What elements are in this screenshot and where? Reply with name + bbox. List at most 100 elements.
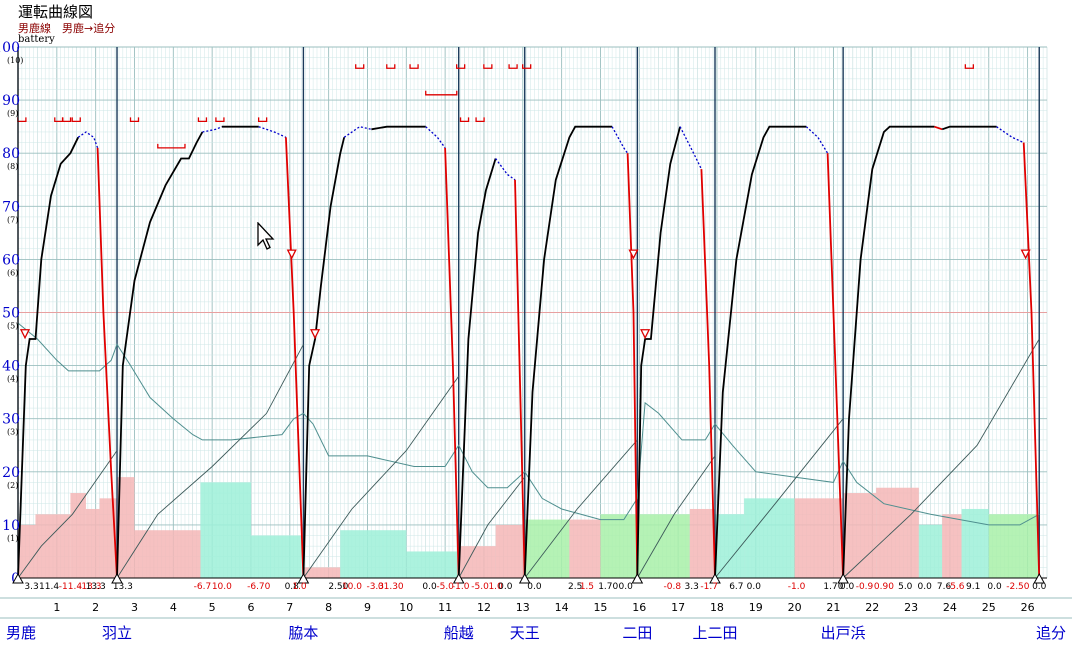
limit-mark bbox=[459, 117, 470, 122]
time-curves bbox=[17, 338, 1040, 579]
gradient-label: 13.3 bbox=[86, 582, 106, 592]
speed-curve bbox=[17, 125, 1041, 579]
speed-line-coast bbox=[77, 131, 99, 149]
station-triangle bbox=[297, 572, 310, 584]
speed-line-coast bbox=[202, 126, 223, 133]
gradient-label: -1.7 bbox=[700, 582, 718, 592]
station-name: 脇本 bbox=[288, 624, 318, 642]
gradient-bar-up bbox=[569, 519, 601, 578]
limit-mark bbox=[409, 64, 419, 69]
gradient-label: 0.0 bbox=[1032, 582, 1047, 592]
time-line bbox=[714, 418, 844, 579]
gradient-bar-down bbox=[250, 535, 302, 578]
brake-marker bbox=[19, 329, 31, 340]
x-tick-label: 17 bbox=[671, 601, 685, 614]
gradient-bar-down bbox=[744, 498, 795, 578]
page-title: 運転曲線図 bbox=[18, 3, 94, 21]
station-triangle bbox=[1033, 572, 1046, 584]
axes: 010(1)20(2)30(3)40(4)50(5)60(6)70(7)80(8… bbox=[0, 40, 1072, 619]
x-tick-label: 16 bbox=[632, 601, 646, 614]
y-tick-label: 60 bbox=[2, 252, 20, 268]
speed-line-brake bbox=[444, 147, 460, 579]
limit-mark bbox=[71, 117, 81, 122]
x-tick-label: 8 bbox=[325, 601, 332, 614]
x-tick-label: 14 bbox=[555, 601, 569, 614]
y-tick-label: 30 bbox=[2, 412, 20, 428]
battery-tick-label: (1) bbox=[7, 534, 18, 543]
gradient-bar-up bbox=[18, 524, 36, 578]
x-tick-label: 6 bbox=[247, 601, 254, 614]
time-line bbox=[17, 450, 118, 579]
gradient-labels: 3.3 11.4 -11.4-13.313.3 13.3 -6.7 10.0 -6.70 0.… bbox=[24, 582, 1046, 592]
x-tick-label: 22 bbox=[865, 601, 879, 614]
station-triangle bbox=[518, 572, 531, 584]
gradient-label: -13.3 bbox=[78, 582, 101, 592]
gradient-label: 5.0 bbox=[898, 582, 913, 592]
brake-marker bbox=[1020, 249, 1031, 260]
speed-line-coast bbox=[425, 126, 446, 149]
battery-tick-label: (6) bbox=[7, 268, 18, 277]
gradient-label: 7.6 bbox=[937, 582, 952, 592]
station-triangle bbox=[837, 572, 849, 584]
x-tick-label: 24 bbox=[943, 601, 957, 614]
speed-line-coast bbox=[611, 126, 629, 154]
y-tick-label: 100 bbox=[0, 40, 20, 56]
speed-line-coast bbox=[679, 126, 702, 170]
brake-marker bbox=[286, 249, 297, 260]
limit-mark bbox=[215, 117, 225, 122]
time-line bbox=[524, 439, 638, 579]
gradient-label: 13.3 bbox=[113, 582, 133, 592]
gradient-label: -2.50 bbox=[1006, 582, 1030, 592]
speed-line-power bbox=[842, 125, 935, 579]
limit-mark bbox=[456, 64, 466, 69]
y-tick-label: 50 bbox=[2, 306, 20, 322]
battery-tick-label: (5) bbox=[7, 322, 18, 331]
gradient-label: -1.0 bbox=[452, 582, 470, 592]
station-triangle bbox=[631, 572, 644, 584]
speed-limit-marks bbox=[17, 64, 974, 149]
gradient-label: -6.7 bbox=[194, 582, 212, 592]
battery-curve bbox=[17, 322, 1040, 526]
limit-bar bbox=[425, 90, 458, 96]
x-tick-label: 5 bbox=[209, 601, 216, 614]
station-name: 上二田 bbox=[692, 624, 737, 642]
speed-line-brake bbox=[700, 169, 716, 579]
station-labels: 男鹿 羽立 脇本 船越 天王 二田 上二田 出戸浜 追分 bbox=[6, 624, 1066, 642]
gradient-label: -3.3 bbox=[366, 582, 384, 592]
x-tick-label: 25 bbox=[982, 601, 996, 614]
speed-line-brake bbox=[626, 153, 639, 579]
limit-mark bbox=[197, 117, 208, 122]
gradient-label: 0.0 bbox=[619, 582, 634, 592]
y-tick-label: 40 bbox=[2, 359, 20, 375]
x-tick-label: 18 bbox=[710, 601, 724, 614]
speed-line-power bbox=[302, 137, 346, 579]
brake-marker bbox=[640, 329, 651, 340]
gradient-bar-up bbox=[117, 477, 135, 578]
gradient-label: -11.4 bbox=[59, 582, 83, 592]
gradient-label: 1.5 bbox=[580, 582, 594, 592]
battery-tick-label: (2) bbox=[7, 481, 18, 490]
gradient-bar-up bbox=[70, 493, 86, 578]
brake-marker bbox=[628, 249, 639, 260]
gradient-bar-down bbox=[200, 482, 251, 578]
station-name: 天王 bbox=[510, 624, 540, 642]
limit-bar bbox=[157, 143, 186, 149]
gradient-label: 2.5 bbox=[568, 582, 582, 592]
speed-line-brake bbox=[934, 125, 943, 131]
limit-mark bbox=[483, 64, 493, 69]
gradient-bar-flat bbox=[637, 514, 690, 578]
gradient-label: 0.0 bbox=[747, 582, 762, 592]
battery-tick-label: (10) bbox=[7, 56, 23, 65]
gradient-label: 3.3 bbox=[685, 582, 699, 592]
x-tick-label: 7 bbox=[286, 601, 293, 614]
gradient-bar-up bbox=[134, 530, 201, 578]
limit-mark bbox=[61, 117, 72, 122]
gradient-bar-flat bbox=[988, 514, 1040, 578]
x-tick-label: 9 bbox=[364, 601, 371, 614]
battery-tick-label: (7) bbox=[7, 215, 18, 224]
line-label: 男鹿線 男鹿→追分 bbox=[18, 22, 116, 35]
gradient-label: 0.0 bbox=[987, 582, 1002, 592]
station-name: 追分 bbox=[1036, 624, 1066, 642]
gradient-label: 0.0 bbox=[422, 582, 437, 592]
gradient-bar-down bbox=[715, 514, 745, 578]
